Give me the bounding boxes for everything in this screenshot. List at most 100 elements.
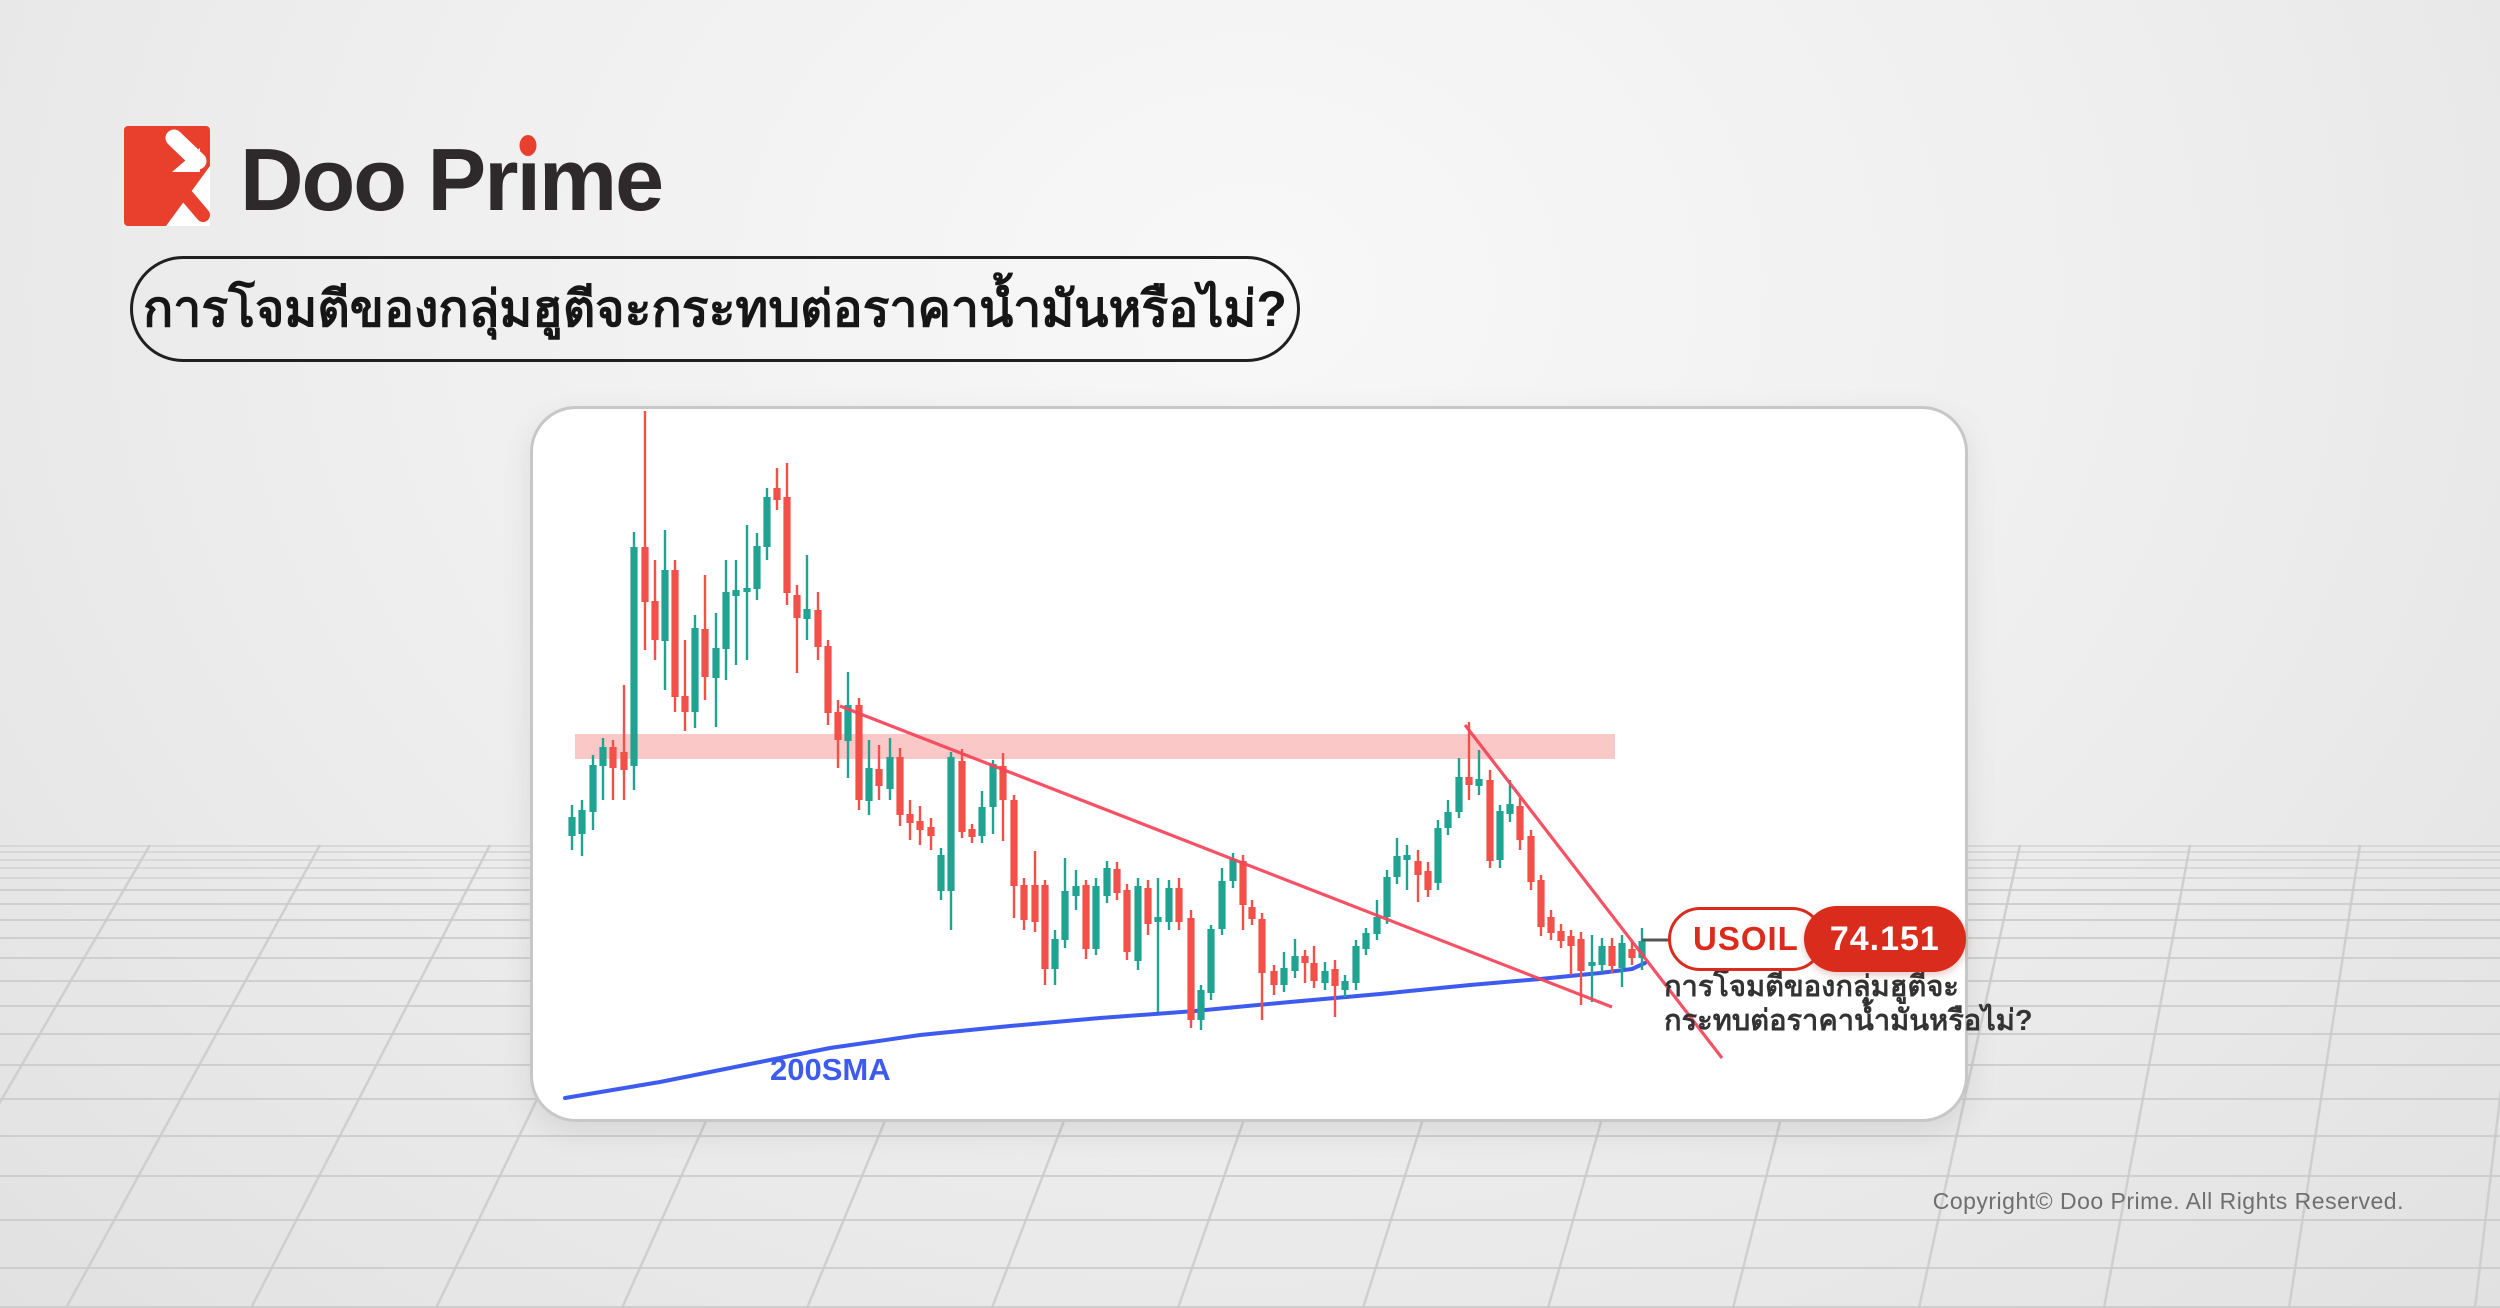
candle-body bbox=[937, 855, 945, 891]
headline-pill: การโจมตีของกลุ่มฮูตีจะกระทบต่อราคาน้ำมัน… bbox=[130, 256, 1300, 362]
floor-slant-line bbox=[0, 844, 152, 1105]
logo-i-letter: ı bbox=[516, 130, 541, 229]
candle-body bbox=[814, 610, 822, 647]
candle-body bbox=[896, 757, 904, 815]
candle-body bbox=[1577, 939, 1585, 971]
floor-slant-line bbox=[2287, 844, 2362, 1308]
candle-body bbox=[1588, 962, 1596, 966]
candle-body bbox=[609, 747, 617, 768]
candle-body bbox=[865, 768, 873, 801]
candle-body bbox=[844, 705, 852, 741]
candle-body bbox=[1072, 886, 1080, 896]
symbol-label: USOIL bbox=[1693, 920, 1799, 957]
candle-body bbox=[1154, 917, 1162, 922]
resistance-zone bbox=[575, 734, 1615, 759]
candle-body bbox=[1352, 946, 1360, 983]
candle-body bbox=[947, 757, 955, 891]
candle-body bbox=[978, 807, 986, 836]
candle-body bbox=[1537, 880, 1545, 927]
candle-body bbox=[1444, 812, 1452, 828]
floor-slant-line bbox=[64, 844, 322, 1308]
floor-slant-line bbox=[1917, 844, 2022, 1308]
candle-body bbox=[927, 827, 935, 836]
copyright-text: Copyright© Doo Prime. All Rights Reserve… bbox=[1932, 1188, 2404, 1214]
price-callout: USOIL 74.151 bbox=[1668, 906, 1966, 972]
candle-body bbox=[1010, 800, 1018, 886]
candle-body bbox=[651, 601, 659, 640]
candle-body bbox=[1638, 941, 1646, 958]
candle-body bbox=[1187, 918, 1195, 1020]
candle-body bbox=[691, 628, 699, 712]
candle-body bbox=[1383, 877, 1391, 917]
candle-body bbox=[1291, 956, 1299, 971]
candle-body bbox=[1496, 811, 1504, 860]
candle-body bbox=[1373, 917, 1381, 934]
candle-body bbox=[1134, 886, 1142, 961]
candle-body bbox=[641, 547, 649, 602]
candle-body bbox=[1144, 888, 1152, 924]
candle-body bbox=[1103, 868, 1111, 896]
candle-body bbox=[1403, 855, 1411, 860]
candle-body bbox=[855, 705, 863, 800]
candle-body bbox=[1248, 907, 1256, 919]
candle-body bbox=[578, 810, 586, 834]
symbol-pill: USOIL bbox=[1668, 907, 1824, 971]
doo-prime-logo-icon bbox=[124, 126, 210, 226]
candle-body bbox=[1465, 777, 1473, 785]
candle-body bbox=[958, 761, 966, 832]
candle-body bbox=[1414, 861, 1422, 875]
candle-body bbox=[886, 757, 894, 789]
candle-body bbox=[1527, 836, 1535, 882]
candle-body bbox=[1092, 886, 1100, 949]
candle-body bbox=[824, 646, 832, 713]
caption-line-2: กระทบต่อราคาน้ำมันหรือไม่? bbox=[1664, 1005, 2033, 1037]
candle-body bbox=[875, 769, 883, 786]
candle-body bbox=[1051, 939, 1059, 969]
floor-slant-line bbox=[2473, 1086, 2500, 1308]
candle-body bbox=[1628, 949, 1636, 958]
resistance-zone-band bbox=[575, 734, 1615, 759]
candle-body bbox=[1618, 943, 1626, 968]
floor-slant-line bbox=[2102, 844, 2192, 1308]
candle-body bbox=[1567, 936, 1575, 946]
candle-body bbox=[803, 609, 811, 619]
trendlines bbox=[839, 704, 1724, 1059]
candle-body bbox=[1486, 780, 1494, 861]
candle-body bbox=[1547, 917, 1555, 933]
logo-i-red-dot bbox=[519, 135, 537, 156]
candle-body bbox=[1434, 828, 1442, 883]
candle-body bbox=[661, 570, 669, 641]
candle-body bbox=[1020, 885, 1028, 920]
floor-slant-line bbox=[249, 844, 492, 1308]
candle-body bbox=[732, 590, 740, 596]
doo-prime-wordmark: Doo Pr ı me bbox=[240, 130, 664, 229]
candle-body bbox=[1455, 777, 1463, 812]
candle-body bbox=[1207, 929, 1215, 993]
candle-body bbox=[1516, 806, 1524, 840]
price-pill: 74.151 bbox=[1803, 906, 1966, 972]
candle-body bbox=[763, 497, 771, 547]
candle-body bbox=[1362, 933, 1370, 949]
candle-body bbox=[743, 588, 751, 592]
caption-line-1: การโจมตีของกลุ่มฮูตีจะ bbox=[1664, 971, 1959, 1003]
candle-body bbox=[1197, 990, 1205, 1020]
candle-body bbox=[968, 829, 976, 837]
candle-body bbox=[1598, 946, 1606, 965]
candle-body bbox=[589, 765, 597, 812]
candle-body bbox=[906, 814, 914, 823]
candle-body bbox=[1557, 931, 1565, 941]
candle-body bbox=[834, 712, 842, 740]
candle-body bbox=[630, 547, 638, 766]
candle-body bbox=[1082, 885, 1090, 949]
candle-body bbox=[1165, 888, 1173, 922]
descending-trendline bbox=[1463, 724, 1724, 1059]
candle-body bbox=[681, 696, 689, 712]
candle-body bbox=[916, 821, 924, 830]
candle-body bbox=[1239, 861, 1247, 905]
candle-body bbox=[722, 592, 730, 649]
candle-body bbox=[1041, 885, 1049, 969]
candle-body bbox=[1270, 971, 1278, 985]
candle-body bbox=[599, 747, 607, 766]
